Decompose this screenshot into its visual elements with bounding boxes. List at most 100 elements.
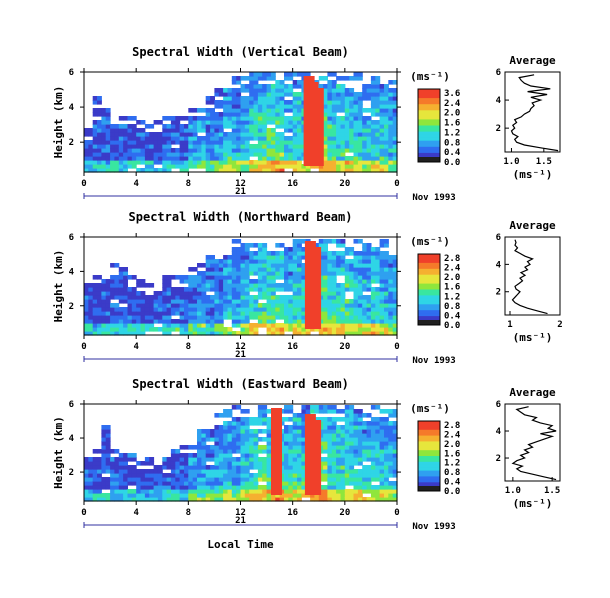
colorbar-swatch: [418, 438, 440, 442]
heatmap-cell: [153, 493, 159, 498]
heatmap-cell: [244, 409, 250, 414]
heatmap-cell: [336, 485, 341, 490]
heatmap-cell: [379, 441, 385, 446]
heatmap-cell: [157, 327, 163, 332]
heatmap-cell: [344, 493, 350, 498]
heatmap-cell: [362, 108, 368, 113]
heatmap-cell: [223, 267, 228, 272]
heatmap-cell: [292, 152, 298, 157]
heatmap-cell: [240, 437, 246, 442]
heatmap-cell: [166, 485, 172, 490]
heatmap-cell: [157, 168, 163, 173]
heatmap-cell: [227, 120, 233, 125]
heatmap-cell: [188, 283, 194, 288]
heatmap-cell: [370, 319, 376, 324]
heatmap-cell: [114, 327, 120, 332]
heatmap-cell: [288, 445, 294, 450]
heatmap-cell: [370, 80, 376, 85]
heatmap-cell: [84, 319, 89, 324]
heatmap-cell: [379, 132, 385, 137]
heatmap-cell: [301, 469, 307, 474]
heatmap-cell: [166, 465, 172, 470]
heatmap-cell: [227, 112, 233, 117]
heatmap-cell: [92, 283, 98, 288]
heatmap-cell: [223, 100, 228, 105]
heatmap-cell: [157, 144, 163, 149]
heatmap-cell: [101, 287, 107, 292]
heatmap-cell: [88, 287, 94, 292]
heatmap-cell: [284, 275, 289, 280]
heatmap-cell: [244, 279, 250, 284]
heatmap-cell: [140, 128, 146, 133]
heatmap-cell: [197, 469, 202, 474]
heatmap-cell: [157, 295, 163, 300]
heatmap-cell: [201, 283, 207, 288]
heatmap-cell: [331, 469, 337, 474]
heatmap-cell: [175, 453, 181, 458]
heatmap-cell: [323, 291, 328, 296]
heatmap-cell: [205, 164, 211, 169]
heatmap-cell: [118, 279, 124, 284]
heatmap-cell: [279, 120, 285, 125]
heatmap-cell: [266, 331, 272, 336]
heatmap-cell: [214, 413, 220, 418]
heatmap-cell: [357, 283, 363, 288]
heatmap-cell: [201, 465, 207, 470]
heatmap-cell: [318, 76, 324, 81]
heatmap-cell: [331, 100, 337, 105]
heatmap-cell: [331, 331, 337, 336]
heatmap-cell: [270, 303, 276, 308]
heatmap-cell: [384, 287, 389, 292]
heatmap-cell: [388, 279, 394, 284]
heatmap-cell: [179, 128, 185, 133]
heatmap-cell: [288, 279, 294, 284]
heatmap-cell: [205, 469, 211, 474]
heatmap-cell: [297, 445, 302, 450]
heatmap-cell: [214, 485, 220, 490]
heatmap-cell: [388, 108, 394, 113]
heatmap-cell: [253, 112, 259, 117]
heatmap-cell: [223, 283, 228, 288]
heatmap-cell: [384, 417, 389, 422]
heatmap-cell: [114, 152, 120, 157]
heatmap-cell: [344, 417, 350, 422]
heatmap-cell: [131, 136, 137, 141]
heatmap-cell: [327, 136, 333, 141]
heatmap-cell: [318, 457, 324, 462]
heatmap-cell: [210, 449, 215, 454]
heatmap-cell: [236, 485, 242, 490]
heatmap-cell: [375, 303, 381, 308]
heatmap-cell: [97, 489, 102, 494]
heatmap-cell: [349, 307, 355, 312]
heatmap-cell: [114, 263, 120, 268]
heatmap-cell: [205, 128, 211, 133]
heatmap-cell: [227, 168, 233, 173]
heatmap-cell: [197, 287, 202, 292]
heatmap-cell: [236, 319, 242, 324]
heatmap-cell: [392, 88, 398, 93]
heatmap-cell: [123, 493, 128, 498]
heatmap-cell: [257, 72, 263, 77]
heatmap-cell: [231, 489, 237, 494]
heatmap-cell: [384, 100, 389, 105]
heatmap-cell: [349, 76, 355, 81]
heatmap-cell: [227, 449, 233, 454]
heatmap-cell: [136, 477, 142, 482]
heatmap-cell: [327, 319, 333, 324]
heatmap-cell: [249, 108, 255, 113]
heatmap-cell: [392, 287, 398, 292]
heatmap-cell: [257, 493, 263, 498]
heatmap-cell: [357, 275, 363, 280]
colorbar-swatch: [418, 320, 440, 325]
heatmap-cell: [110, 132, 115, 137]
heatmap-cell: [157, 311, 163, 316]
heatmap-cell: [379, 425, 385, 430]
heatmap-cell: [188, 295, 194, 300]
heatmap-cell: [279, 469, 285, 474]
heatmap-cell: [140, 493, 146, 498]
heatmap-cell: [366, 108, 372, 113]
heatmap-cell: [253, 92, 259, 97]
heatmap-cell: [384, 124, 389, 129]
heatmap-cell: [301, 417, 307, 422]
heatmap-cell: [336, 116, 341, 121]
